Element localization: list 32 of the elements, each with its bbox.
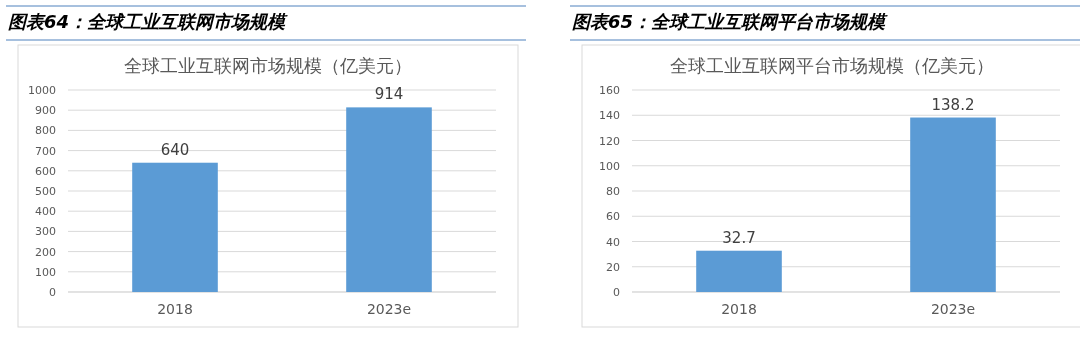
y-tick-label: 700	[35, 144, 56, 158]
chart-subtitle: 全球工业互联网平台市场规模（亿美元）	[670, 55, 994, 76]
y-tick-label: 200	[35, 245, 56, 259]
y-tick-label: 400	[35, 205, 56, 219]
y-tick-label: 900	[35, 104, 56, 118]
x-tick-label: 2018	[721, 301, 757, 317]
data-label: 640	[160, 140, 190, 159]
chart-title: 图表65：全球工业互联网平台市场规模	[572, 11, 889, 32]
y-tick-label: 80	[606, 185, 620, 198]
data-label: 914	[374, 85, 404, 104]
x-tick-label: 2023e	[366, 301, 412, 317]
y-tick-label: 1000	[28, 84, 56, 97]
chart-subtitle: 全球工业互联网市场规模（亿美元）	[124, 55, 412, 76]
y-tick-label: 120	[599, 134, 620, 148]
y-tick-label: 300	[35, 225, 56, 239]
y-tick-label: 500	[35, 185, 56, 198]
y-tick-label: 0	[49, 286, 56, 299]
chart-title: 图表64：全球工业互联网市场规模	[8, 11, 289, 32]
y-tick-label: 0	[613, 286, 620, 299]
x-tick-label: 2023e	[930, 301, 976, 317]
x-tick-label: 2018	[157, 301, 193, 317]
y-tick-label: 40	[606, 235, 620, 249]
y-tick-label: 800	[35, 124, 56, 138]
y-tick-label: 100	[35, 265, 56, 279]
data-label: 32.7	[722, 228, 756, 247]
y-tick-label: 60	[606, 210, 620, 224]
y-tick-label: 600	[35, 164, 56, 178]
y-tick-label: 140	[599, 109, 620, 123]
data-label: 138.2	[931, 95, 975, 114]
y-tick-label: 160	[599, 84, 620, 97]
y-tick-label: 100	[599, 159, 620, 173]
y-tick-label: 20	[606, 260, 620, 274]
